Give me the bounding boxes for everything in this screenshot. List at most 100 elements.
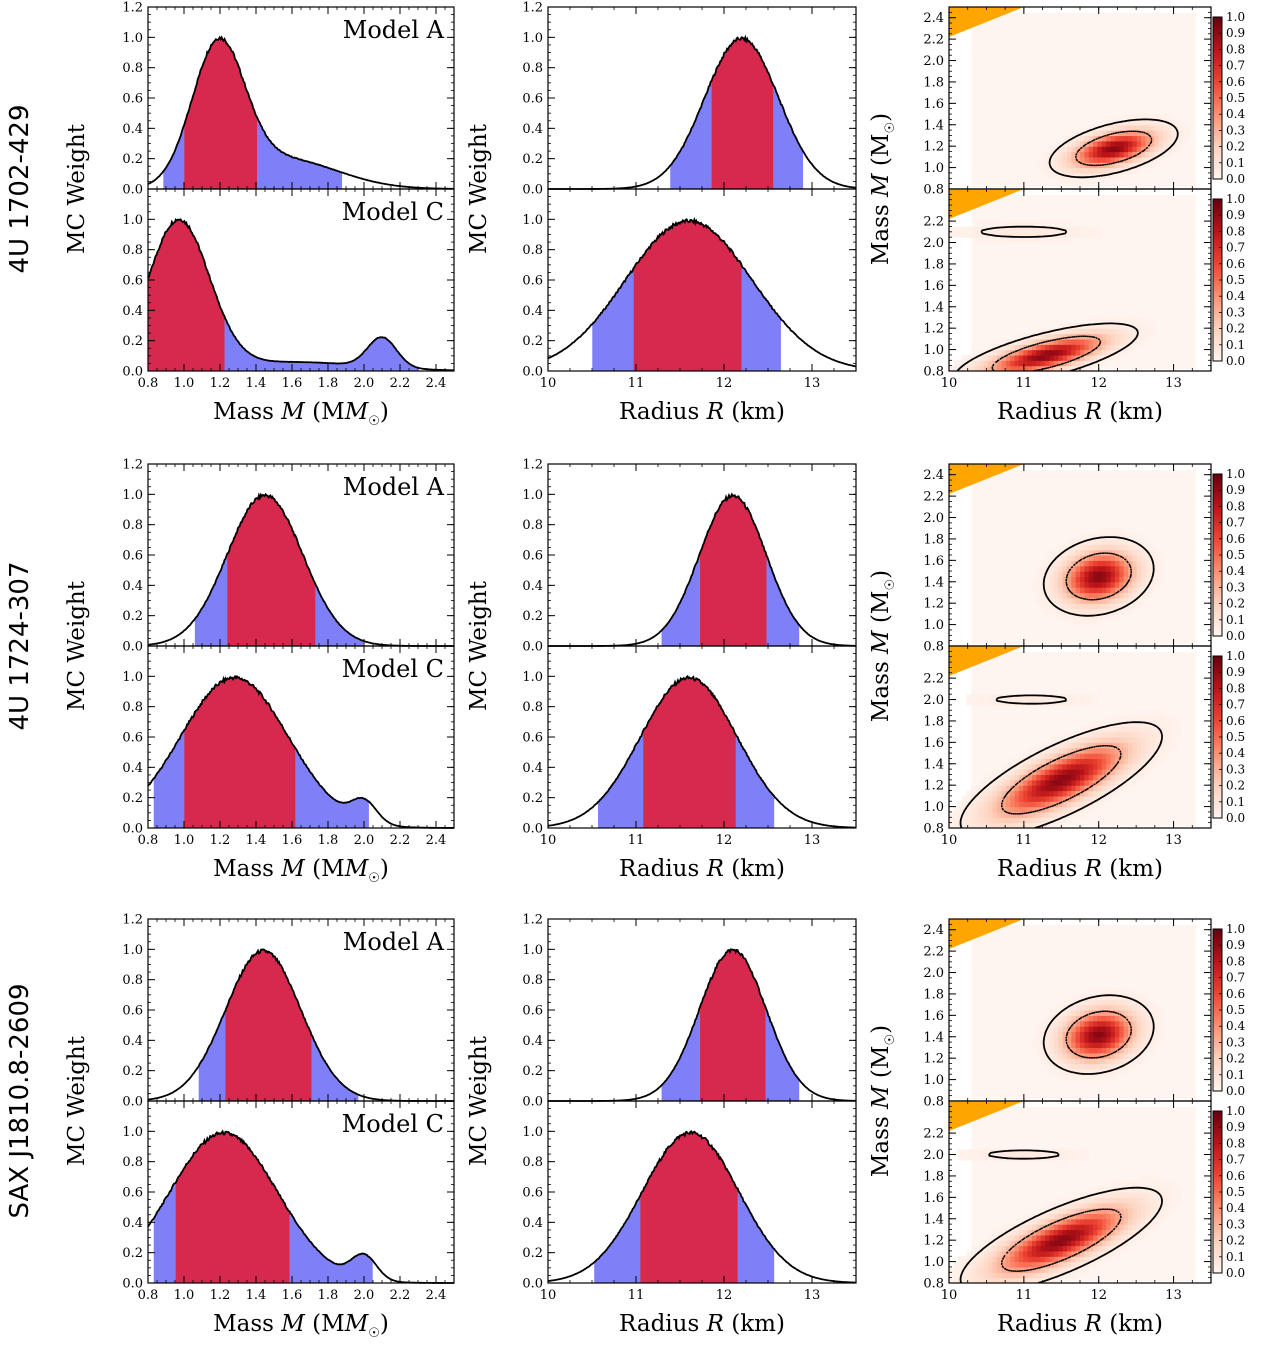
density-cell [1049,774,1055,781]
density-cell [1080,1015,1085,1022]
y-tick-label: 1.0 [122,943,143,958]
density-cell [1119,999,1125,1006]
density-cell [979,822,985,828]
colorbar-cell [1213,541,1222,545]
density-cell [1001,231,1007,238]
x-tick-label: 1.2 [210,1288,231,1303]
density-cell [997,790,1002,797]
density-cell [1119,349,1125,356]
colorbar-cell [1213,999,1222,1003]
density-cell [975,349,981,356]
density-cell [1001,226,1007,233]
density-cell [1071,1015,1077,1022]
density-cell [1128,560,1133,567]
density-cell [1075,167,1081,174]
y-tick-label: 1.0 [122,31,143,46]
density-cell [1110,344,1116,351]
density-cell [1136,130,1142,137]
density-cell [1066,237,1072,244]
density-cell [1162,753,1168,760]
density-cell [988,349,994,356]
colorbar-cell [1213,693,1222,697]
density-cell [1080,1052,1085,1059]
density-cell [1110,769,1116,776]
density-cell [1110,162,1116,169]
density-cell [1088,581,1094,588]
colorbar-cell [1213,772,1222,776]
density-cell [1075,613,1081,620]
density-cell [1031,338,1037,345]
density-cell [1062,811,1068,818]
density-cell [1158,1026,1164,1033]
density-cell [1075,344,1081,351]
density-cell [1110,156,1116,163]
density-cell [1040,1058,1046,1065]
density-cell [1071,608,1077,615]
density-cell [1080,1036,1085,1043]
density-cell [1053,560,1059,567]
density-cell [1062,555,1068,561]
density-cell [1093,608,1099,615]
density-cell [1123,1010,1129,1016]
colorbar-cell [1213,317,1222,321]
density-cell [1132,146,1138,153]
density-cell [1005,338,1011,345]
density-cell [962,360,968,367]
density-cell [1040,817,1046,824]
density-cell [1158,1010,1164,1016]
x-tick-label: 1.8 [318,833,339,848]
density-cell [1128,333,1133,340]
density-cell [1136,549,1142,556]
density-cell [1010,785,1016,792]
density-cell [975,694,981,701]
colorbar-tick-label: 0.3 [1226,762,1245,776]
y-tick-label: 1.0 [923,161,944,176]
colorbar-tick-label: 0.0 [1226,1084,1245,1098]
forbidden-region [949,646,1024,676]
colorbar-cell [1213,761,1222,765]
density-cell [1075,1047,1081,1054]
density-cell [1162,737,1168,743]
density-cell [1045,172,1051,179]
density-cell [1119,763,1125,770]
colorbar-tick-label: 0.0 [1226,172,1245,186]
source-label: SAX J1810.8-2609 [5,983,35,1218]
density-cell [975,365,981,371]
density-cell [1167,742,1173,749]
x-tick-label: 11 [1016,833,1033,848]
density-cell [1058,328,1064,335]
density-cell [988,801,994,808]
density-cell [1084,146,1090,153]
density-cell [992,354,998,361]
density-cell [1093,549,1099,556]
density-cell [1093,1036,1099,1043]
density-cell [1049,338,1055,345]
density-cell [1062,354,1068,361]
forbidden-region [949,7,1024,37]
density-cell [1049,344,1055,351]
density-cell [1136,587,1142,594]
density-cell [1136,338,1142,345]
density-cell [1053,613,1059,620]
density-cell [1145,742,1151,749]
colorbar-cell [1213,801,1222,805]
density-cell [1062,1004,1068,1011]
density-cell [1154,581,1160,588]
density-cell [1036,333,1042,340]
density-cell [953,365,959,371]
density-cell [1093,1068,1099,1075]
density-cell [1036,565,1042,572]
density-cell [1101,1015,1107,1022]
density-cell [1071,753,1077,760]
density-cell [1088,747,1094,754]
density-cell [1158,726,1164,733]
density-cell [1132,156,1138,163]
density-cell [1080,565,1085,572]
density-cell [1106,1042,1112,1049]
density-cell [1093,603,1099,610]
y-tick-label: 0.8 [122,1155,143,1170]
colorbar-cell [1213,170,1222,175]
density-cell [1123,549,1129,556]
density-cell [1110,338,1116,345]
density-cell [979,354,985,361]
